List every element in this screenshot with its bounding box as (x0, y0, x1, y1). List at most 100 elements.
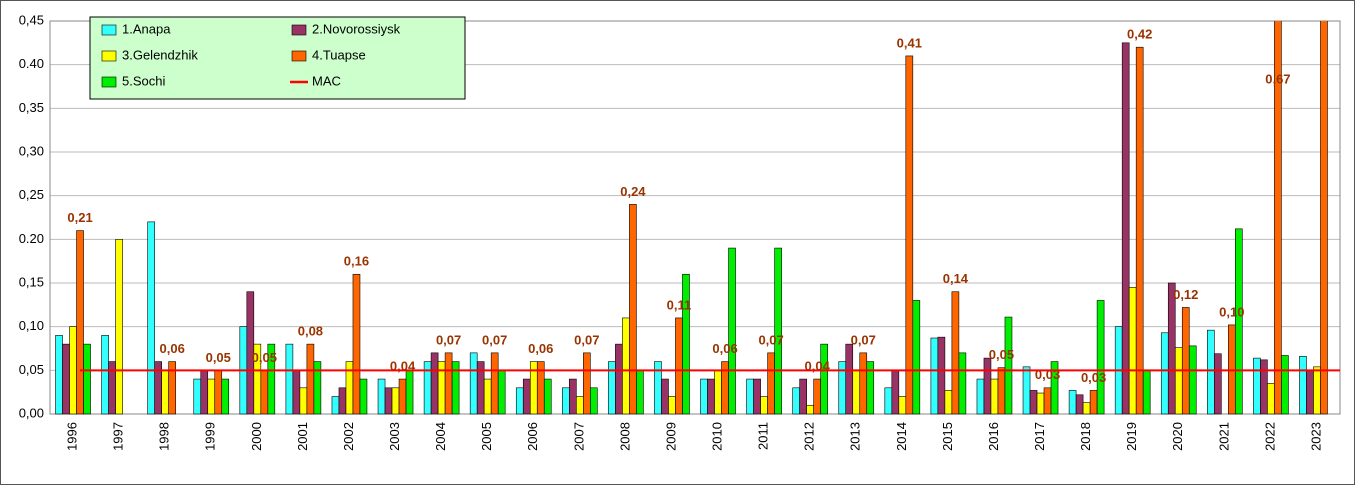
bar (497, 370, 506, 415)
bar (767, 352, 775, 415)
data-label: 0,08 (298, 324, 323, 339)
bar (1082, 402, 1091, 415)
bar (483, 378, 492, 415)
data-label: 0,21 (67, 210, 92, 225)
bar (930, 337, 939, 415)
bar (260, 370, 269, 415)
y-tick-label: 0,05 (19, 362, 44, 377)
bar (615, 343, 623, 415)
bar (866, 361, 875, 415)
x-tick-label: 2001 (295, 422, 310, 451)
legend-swatch (101, 76, 117, 88)
bar (1214, 353, 1222, 415)
bar (1022, 366, 1031, 415)
bar (1313, 366, 1321, 415)
legend-label: 1.Anapa (122, 21, 171, 36)
bar (398, 378, 407, 415)
bar (161, 370, 169, 415)
x-tick-label: 2011 (756, 422, 771, 450)
bar (1075, 394, 1084, 415)
bar (147, 221, 155, 415)
x-tick-label: 2014 (894, 422, 909, 451)
data-label: 0,41 (897, 35, 922, 50)
x-tick-label: 2021 (1216, 422, 1231, 451)
data-label: 0,06 (528, 341, 553, 356)
bar (115, 239, 123, 415)
bar (852, 370, 861, 415)
y-tick-label: 0,15 (19, 274, 44, 289)
data-label: 0,07 (758, 332, 783, 347)
bar (292, 370, 301, 415)
bar (1096, 300, 1105, 415)
bar (1299, 356, 1307, 415)
bar (1121, 42, 1130, 415)
data-label: 0,07 (482, 332, 507, 347)
bar (1207, 329, 1215, 415)
bar (1181, 307, 1190, 415)
x-tick-label: 1998 (157, 422, 172, 451)
plot-border (49, 20, 1341, 415)
bar (707, 378, 715, 415)
bar (1274, 21, 1282, 415)
data-label: 0,67 (1265, 71, 1290, 86)
bar (1281, 355, 1289, 415)
bar (1267, 383, 1275, 415)
bar (207, 378, 216, 415)
x-tick-label: 2023 (1308, 422, 1323, 451)
bar (682, 273, 690, 415)
data-label: 0,05 (252, 350, 277, 365)
bar (1043, 387, 1052, 415)
legend-swatch (101, 50, 117, 62)
legend-swatch (101, 24, 117, 36)
data-label: 0,14 (943, 271, 969, 286)
legend-label: 5.Sochi (122, 73, 165, 88)
bar (490, 352, 499, 415)
bar (1253, 357, 1261, 415)
bar (221, 378, 230, 415)
y-tick-label: 0,10 (19, 318, 44, 333)
bar (668, 396, 676, 415)
x-tick-label: 2004 (433, 422, 448, 451)
bar (983, 357, 992, 415)
x-tick-label: 2016 (986, 422, 1001, 451)
data-label: 0,07 (851, 332, 876, 347)
bar (299, 387, 308, 415)
data-label: 0,11 (667, 297, 692, 312)
bar (714, 370, 722, 415)
data-label: 0,07 (574, 332, 599, 347)
bar (990, 378, 999, 415)
bar (1320, 21, 1328, 415)
bar (820, 343, 828, 415)
bar (338, 387, 347, 415)
bar (884, 387, 893, 415)
bar (214, 370, 223, 415)
x-tick-label: 2010 (709, 422, 724, 451)
bar (331, 396, 340, 415)
bar (55, 335, 63, 415)
bar (576, 396, 584, 415)
bar (1068, 390, 1077, 415)
bar (813, 378, 821, 415)
bar (746, 378, 754, 415)
legend-swatch (291, 24, 307, 36)
bar (774, 247, 782, 415)
bar (359, 378, 368, 415)
bar (451, 361, 460, 415)
bar (700, 378, 708, 415)
bar (728, 247, 736, 415)
bar (859, 352, 868, 415)
bar (997, 367, 1006, 415)
bar (806, 404, 814, 415)
bar (792, 387, 800, 415)
bar (845, 343, 854, 415)
x-tick-label: 2008 (617, 422, 632, 451)
bar (1004, 316, 1013, 415)
x-tick-label: 1999 (203, 422, 218, 451)
y-tick-label: 0,30 (19, 143, 44, 158)
bar (352, 273, 361, 415)
bar (430, 352, 439, 415)
bar (891, 370, 900, 415)
bar (384, 387, 393, 415)
bar (306, 343, 315, 415)
legend-label: 2.Novorossiysk (312, 21, 401, 36)
